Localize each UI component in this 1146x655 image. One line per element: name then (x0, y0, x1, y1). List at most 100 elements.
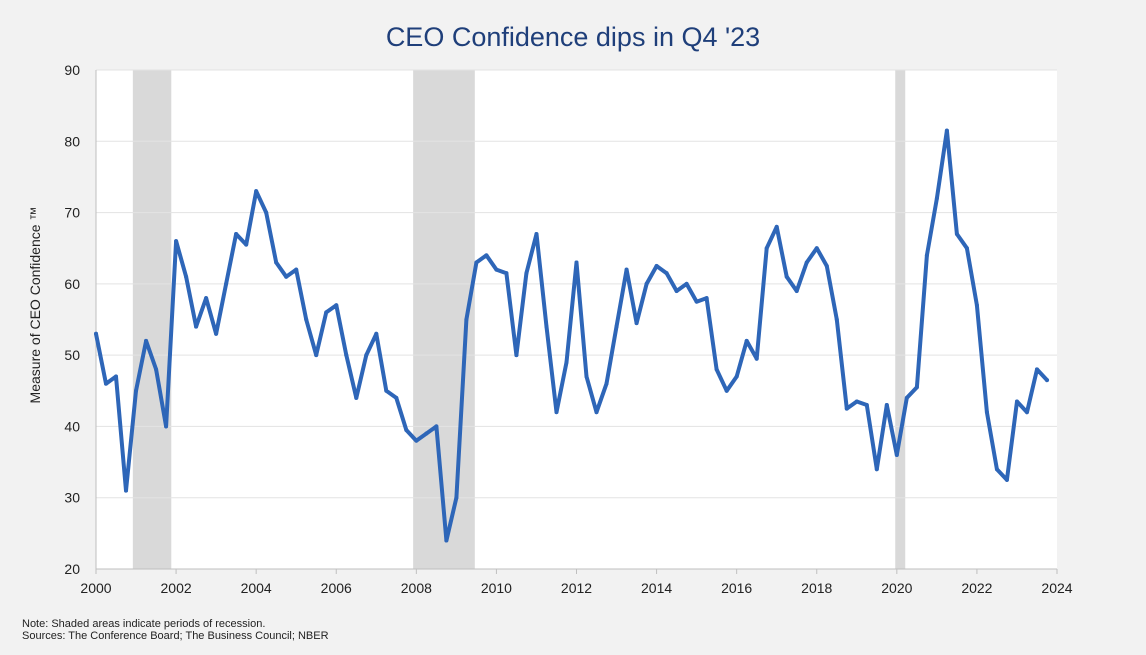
x-tick-label-2000: 2000 (80, 580, 111, 596)
data-point (1004, 477, 1009, 482)
data-point (284, 274, 289, 279)
data-point (624, 267, 629, 272)
data-point (194, 324, 199, 329)
data-point (514, 353, 519, 358)
x-tick-label-2018: 2018 (801, 580, 832, 596)
data-point (154, 367, 159, 372)
data-point (884, 403, 889, 408)
data-point (714, 367, 719, 372)
data-point (324, 310, 329, 315)
data-point (304, 317, 309, 322)
series-layer (94, 128, 1049, 543)
data-point (964, 246, 969, 251)
recession-shading-layer (96, 70, 1057, 569)
y-tick-label-20: 20 (64, 561, 80, 577)
x-tick-label-2008: 2008 (401, 580, 432, 596)
data-point (294, 267, 299, 272)
data-point (684, 281, 689, 286)
data-point (174, 239, 179, 244)
data-point (124, 488, 129, 493)
data-point (94, 331, 98, 336)
data-point (1034, 367, 1039, 372)
data-point (584, 374, 589, 379)
data-point (934, 196, 939, 201)
plot-background (96, 70, 1057, 569)
data-point (954, 231, 959, 236)
data-point (534, 231, 539, 236)
data-point (994, 467, 999, 472)
data-point (794, 288, 799, 293)
data-point (974, 303, 979, 308)
data-point (564, 360, 569, 365)
data-point (704, 296, 709, 301)
data-point (854, 399, 859, 404)
data-point (244, 242, 249, 247)
data-point (764, 246, 769, 251)
data-point (864, 403, 869, 408)
data-point (644, 281, 649, 286)
data-point (694, 299, 699, 304)
line-chart: 20 30 40 50 60 70 80 90 2000 2002 2004 2006 2008 2010… (64, 62, 1072, 596)
data-point (754, 356, 759, 361)
data-point (814, 246, 819, 251)
data-point (724, 388, 729, 393)
y-tick-label-50: 50 (64, 347, 80, 363)
data-point (1024, 410, 1029, 415)
data-point (834, 317, 839, 322)
data-point (354, 395, 359, 400)
data-point (374, 331, 379, 336)
data-point (104, 381, 109, 386)
data-point (594, 410, 599, 415)
data-point (804, 260, 809, 265)
data-point (944, 128, 949, 133)
data-point (334, 303, 339, 308)
series-line-1 (94, 128, 1049, 543)
data-point (504, 271, 509, 276)
y-tick-label-70: 70 (64, 205, 80, 221)
data-point (904, 395, 909, 400)
x-tick-label-2020: 2020 (881, 580, 912, 596)
data-point (394, 395, 399, 400)
axes (95, 70, 1058, 574)
data-point (784, 274, 789, 279)
data-point (484, 253, 489, 258)
recession-note: Note: Shaded areas indicate periods of r… (22, 618, 266, 630)
data-point (274, 260, 279, 265)
data-point (614, 324, 619, 329)
x-tick-label-2016: 2016 (721, 580, 752, 596)
data-point (844, 406, 849, 411)
x-tick-label-2014: 2014 (641, 580, 672, 596)
data-point (114, 374, 119, 379)
data-point (204, 296, 209, 301)
data-point (1014, 399, 1019, 404)
data-point (144, 338, 149, 343)
x-tick-label-2024: 2024 (1041, 580, 1072, 596)
y-tick-label-80: 80 (64, 133, 80, 149)
chart-title: CEO Confidence dips in Q4 '23 (385, 22, 761, 52)
data-point (774, 224, 779, 229)
x-tick-label-2002: 2002 (161, 580, 192, 596)
data-point (494, 267, 499, 272)
data-point (214, 331, 219, 336)
data-point (674, 288, 679, 293)
data-point (344, 353, 349, 358)
data-point (414, 438, 419, 443)
x-tick-label-2006: 2006 (321, 580, 352, 596)
data-point (734, 374, 739, 379)
x-tick-label-2012: 2012 (561, 580, 592, 596)
recession-band-3 (895, 70, 906, 569)
data-point (744, 338, 749, 343)
data-point (184, 274, 189, 279)
data-point (894, 452, 899, 457)
x-tick-label-2010: 2010 (481, 580, 512, 596)
data-point (134, 388, 139, 393)
y-tick-label-90: 90 (64, 62, 80, 78)
data-point (474, 260, 479, 265)
gridlines (96, 69, 1057, 499)
data-point (914, 385, 919, 390)
data-point (574, 260, 579, 265)
data-point (1044, 378, 1049, 383)
data-point (654, 264, 659, 269)
data-point (384, 388, 389, 393)
data-point (664, 271, 669, 276)
